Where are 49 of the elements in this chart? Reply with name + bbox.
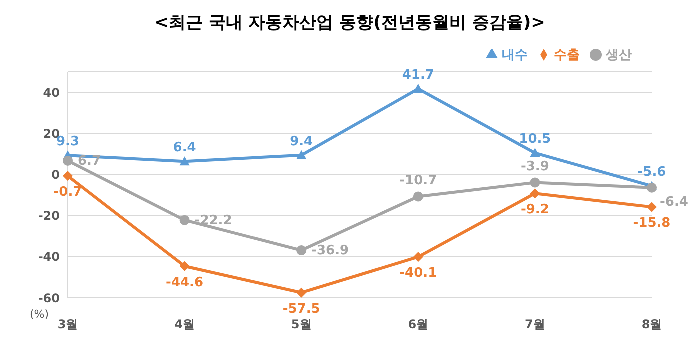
x-tick-label: 7월 (525, 318, 546, 332)
data-label: -57.5 (282, 302, 320, 317)
point (63, 171, 73, 182)
legend-label: 수출 (554, 48, 580, 63)
point (647, 182, 657, 193)
point (296, 288, 307, 298)
data-label: -0.7 (54, 185, 82, 200)
y-tick-label: 0 (52, 168, 60, 182)
data-label: -22.2 (194, 213, 232, 228)
point (413, 192, 424, 202)
x-tick-label: 8월 (642, 318, 662, 332)
legend-label: 내수 (502, 48, 528, 63)
point (180, 261, 190, 272)
x-tick-label: 3월 (58, 318, 78, 332)
point (530, 148, 540, 158)
data-label: -6.4 (660, 194, 688, 210)
point (413, 84, 424, 94)
legend-label: 생산 (606, 48, 632, 63)
data-label: 6.7 (78, 154, 102, 169)
data-label: -15.8 (633, 216, 671, 232)
y-tick-label: -20 (38, 209, 60, 224)
data-label: -5.6 (638, 165, 666, 180)
point (63, 156, 73, 166)
y-tick-label: 40 (43, 86, 60, 100)
data-label: -44.6 (166, 275, 204, 290)
x-tick-label: 4월 (174, 318, 195, 332)
data-label: -9.2 (520, 202, 550, 218)
data-label: -40.1 (400, 266, 438, 282)
data-label: 10.5 (519, 132, 552, 148)
data-label: 9.4 (290, 134, 314, 150)
point (180, 156, 190, 166)
data-label: 41.7 (402, 68, 434, 84)
y-tick-label: -60 (38, 291, 60, 306)
y-tick-label: -40 (38, 250, 60, 264)
x-tick-label: 5월 (291, 318, 312, 332)
point (296, 246, 307, 256)
x-tick-label: 6월 (408, 318, 429, 332)
data-label: -10.7 (400, 174, 438, 189)
data-label: -36.9 (312, 244, 350, 259)
point (413, 252, 424, 262)
data-label: -3.9 (520, 160, 550, 175)
point (647, 202, 657, 212)
data-label: 6.4 (173, 140, 196, 156)
point (530, 188, 540, 199)
y-axis-title: (%) (30, 308, 50, 321)
point (180, 215, 190, 226)
point (530, 178, 540, 188)
chart-title: <최근 국내 자동차산업 동향(전년동월비 증감율)> (154, 12, 546, 35)
point (296, 150, 307, 160)
